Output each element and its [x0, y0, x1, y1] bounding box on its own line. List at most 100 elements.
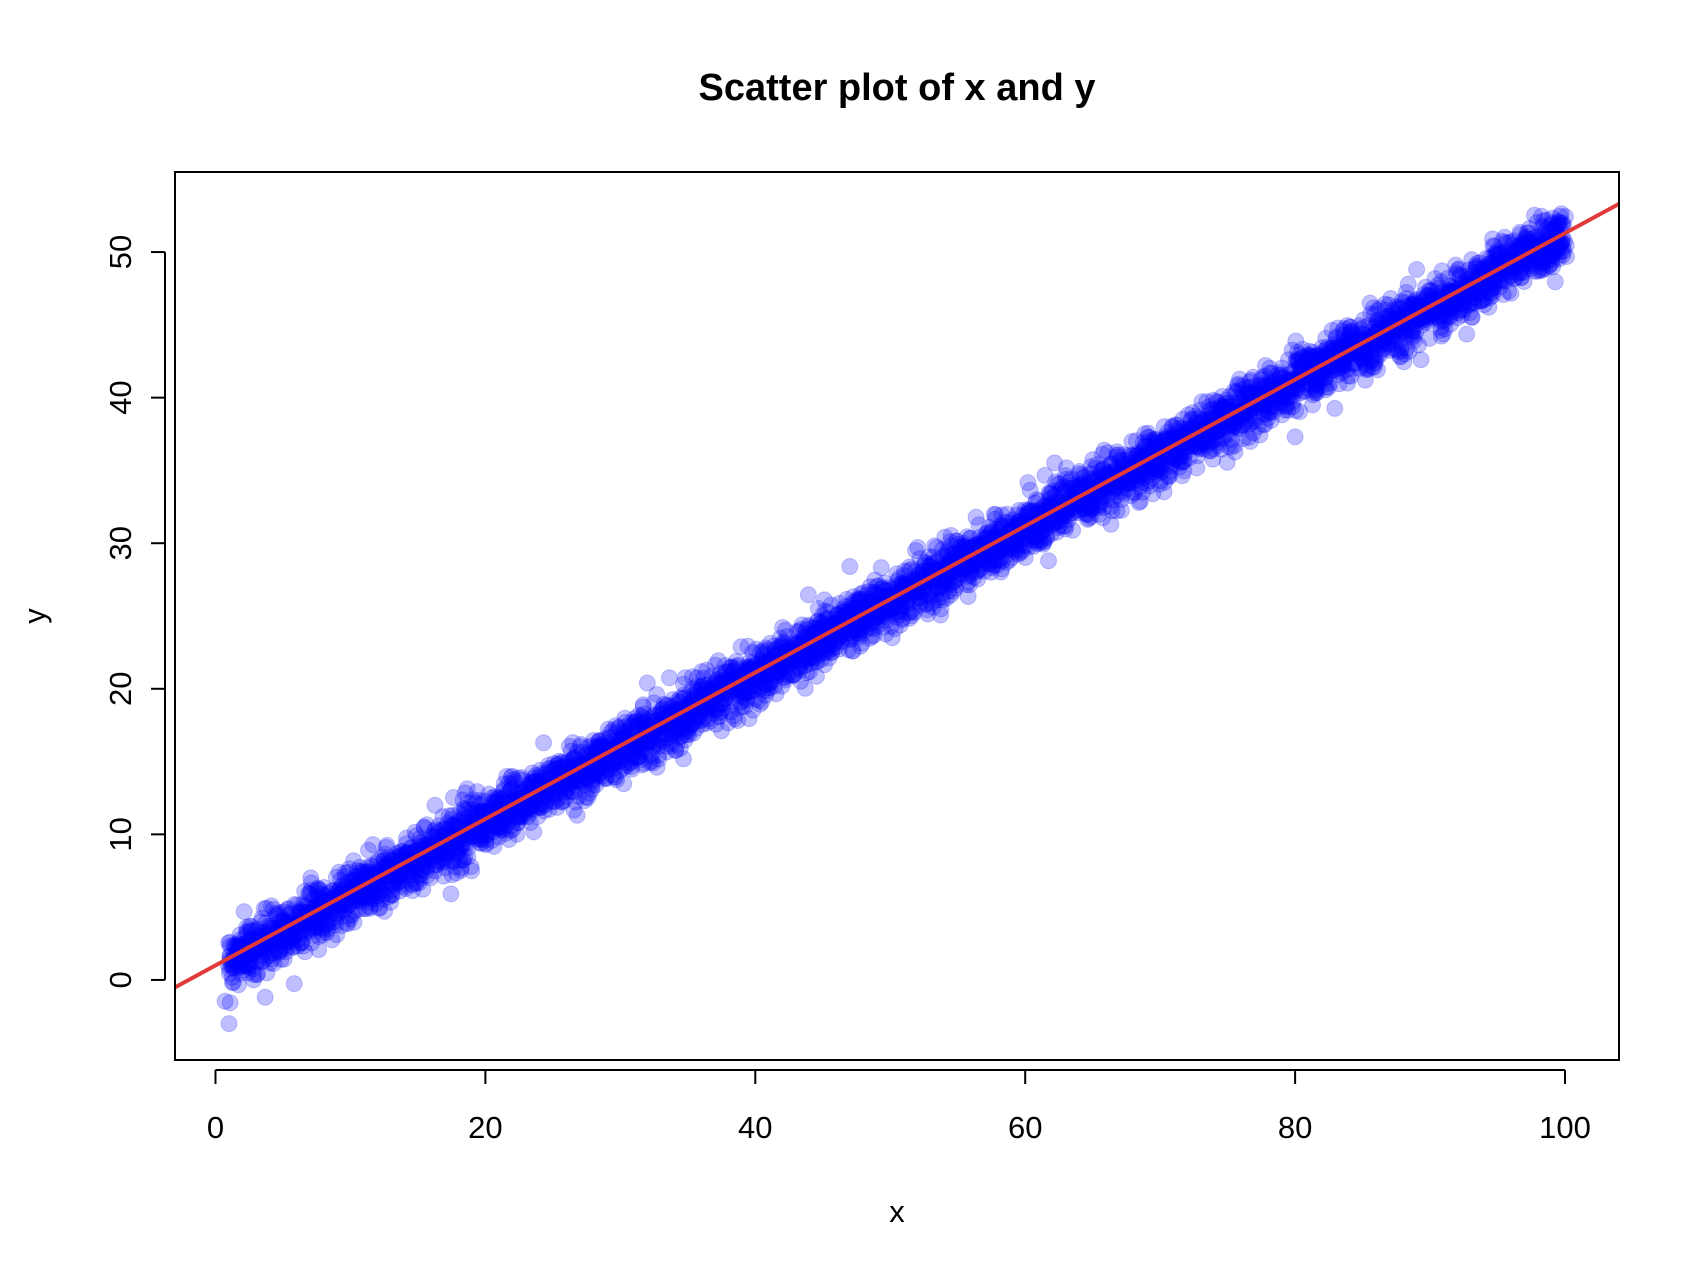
scatter-point — [220, 934, 238, 952]
scatter-point — [288, 896, 306, 914]
scatter-point — [245, 965, 263, 983]
scatter-point — [269, 941, 287, 959]
scatter-point — [258, 899, 275, 917]
scatter-point — [351, 889, 369, 907]
scatter-point — [339, 915, 357, 933]
scatter-point — [264, 950, 282, 968]
scatter-point — [272, 950, 290, 968]
scatter-points — [216, 205, 1575, 1033]
scatter-point — [277, 940, 295, 957]
scatter-point — [282, 904, 299, 922]
scatter-point — [314, 926, 332, 944]
scatter-point — [343, 872, 361, 890]
scatter-point — [241, 950, 259, 968]
scatter-point — [281, 927, 299, 945]
scatter-point — [285, 928, 303, 946]
scatter-point — [1502, 284, 1520, 302]
scatter-point — [232, 964, 250, 982]
scatter-point — [348, 891, 365, 909]
scatter-point — [799, 586, 817, 604]
scatter-point — [289, 937, 307, 955]
scatter-point — [257, 949, 275, 967]
scatter-point — [357, 863, 375, 880]
scatter-point — [326, 916, 344, 934]
scatter-point — [248, 965, 266, 983]
scatter-point — [302, 874, 320, 892]
scatter-point — [1412, 351, 1430, 369]
scatter-point — [294, 895, 312, 913]
scatter-point — [339, 874, 357, 891]
scatter-point — [235, 903, 253, 921]
scatter-point — [239, 956, 257, 974]
scatter-point — [267, 904, 285, 922]
scatter-point — [248, 966, 266, 984]
scatter-point — [293, 934, 311, 951]
scatter-point — [221, 933, 239, 951]
scatter-point — [242, 923, 260, 941]
scatter-point — [333, 900, 350, 918]
scatter-point — [333, 917, 350, 935]
scatter-point — [265, 955, 283, 972]
scatter-point — [302, 917, 320, 935]
scatter-point — [294, 921, 312, 939]
scatter-point — [232, 957, 250, 975]
scatter-point — [302, 919, 320, 937]
scatter-point — [265, 900, 282, 918]
scatter-point — [299, 921, 317, 939]
scatter-point — [326, 904, 344, 922]
scatter-point — [216, 992, 234, 1010]
scatter-point — [343, 906, 361, 924]
scatter-point — [255, 900, 273, 918]
scatter-point — [310, 889, 327, 907]
scatter-point — [235, 961, 253, 979]
scatter-point — [235, 957, 252, 975]
scatter-point — [318, 924, 336, 941]
scatter-point — [304, 926, 322, 944]
scatter-point — [270, 943, 288, 961]
scatter-point — [223, 968, 241, 986]
scatter-point — [221, 994, 239, 1012]
scatter-point — [315, 887, 333, 905]
scatter-point — [346, 892, 364, 910]
scatter-point — [326, 913, 344, 931]
scatter-point — [313, 885, 331, 903]
scatter-point — [292, 924, 310, 942]
scatter-point — [245, 971, 263, 989]
scatter-point — [277, 933, 295, 951]
scatter-point — [313, 924, 331, 942]
scatter-point — [284, 938, 302, 956]
scatter-point — [220, 960, 238, 978]
scatter-point — [248, 953, 266, 971]
scatter-point — [335, 902, 353, 920]
scatter-point — [221, 937, 239, 955]
scatter-point — [261, 954, 279, 972]
scatter-point — [325, 882, 343, 899]
scatter-point — [300, 921, 318, 939]
scatter-point — [284, 933, 302, 950]
scatter-point — [303, 934, 320, 952]
scatter-point — [254, 942, 272, 960]
scatter-point — [238, 924, 256, 941]
scatter-point — [321, 905, 339, 923]
scatter-point — [339, 863, 357, 881]
scatter-point — [244, 960, 262, 978]
scatter-point — [242, 918, 260, 935]
scatter-point — [242, 921, 260, 939]
scatter-point — [1369, 361, 1386, 379]
scatter-point — [296, 943, 314, 961]
scatter-point — [316, 915, 334, 933]
scatter-point — [327, 868, 345, 886]
scatter-point — [247, 952, 265, 970]
scatter-point — [276, 930, 294, 948]
scatter-point — [615, 775, 633, 793]
scatter-point — [225, 959, 243, 977]
chart-title: Scatter plot of x and y — [699, 67, 1096, 109]
scatter-point — [535, 734, 553, 752]
scatter-point — [284, 938, 302, 956]
scatter-point — [350, 892, 368, 910]
scatter-point — [231, 926, 249, 944]
scatter-point — [254, 953, 272, 971]
scatter-point — [308, 912, 326, 930]
scatter-point — [281, 905, 299, 923]
